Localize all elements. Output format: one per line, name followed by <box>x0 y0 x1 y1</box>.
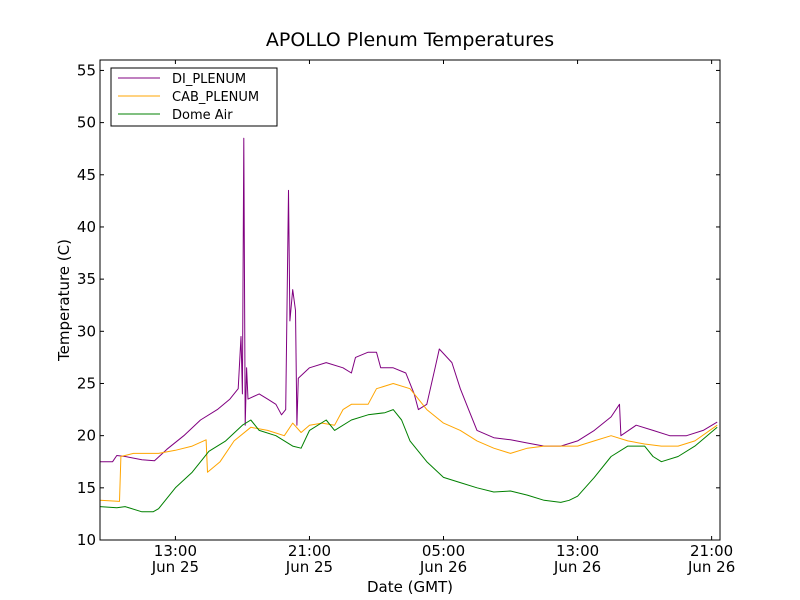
y-tick-label: 10 <box>77 531 96 549</box>
x-tick-label-date: Jun 26 <box>687 558 735 576</box>
y-tick-label: 25 <box>77 374 96 392</box>
x-tick-label-time: 21:00 <box>690 542 733 560</box>
y-tick-label: 40 <box>77 218 96 236</box>
x-tick-label-date: Jun 25 <box>151 558 199 576</box>
series-line-di-plenum <box>100 137 718 463</box>
x-tick-label-time: 13:00 <box>556 542 599 560</box>
legend-label: CAB_PLENUM <box>172 90 259 105</box>
x-tick-label-date: Jun 26 <box>553 558 601 576</box>
x-tick-label-date: Jun 25 <box>285 558 333 576</box>
x-tick-label-date: Jun 26 <box>419 558 467 576</box>
y-tick-label: 35 <box>77 270 96 288</box>
legend-label: Dome Air <box>172 108 233 123</box>
legend: DI_PLENUM CAB_PLENUM Dome Air <box>110 67 278 127</box>
y-tick-label: 55 <box>77 61 96 79</box>
x-tick-label-time: 13:00 <box>154 542 197 560</box>
y-tick-label: 30 <box>77 322 96 340</box>
series-line-cab-plenum <box>99 383 718 502</box>
series-line-dome-air <box>99 409 718 513</box>
x-axis-label: Date (GMT) <box>367 578 453 596</box>
y-axis-label: Temperature (C) <box>55 239 73 362</box>
series-layer <box>99 137 718 513</box>
y-tick-label: 45 <box>77 166 96 184</box>
chart-title: APOLLO Plenum Temperatures <box>266 29 554 51</box>
legend-label: DI_PLENUM <box>172 72 246 87</box>
y-tick-label: 50 <box>77 114 96 132</box>
x-tick-label-time: 05:00 <box>422 542 465 560</box>
y-tick-label: 15 <box>77 479 96 497</box>
plot-frame <box>99 59 721 541</box>
x-tick-label-time: 21:00 <box>288 542 331 560</box>
y-tick-label: 20 <box>77 427 96 445</box>
legend-items: DI_PLENUM CAB_PLENUM Dome Air <box>118 72 259 123</box>
